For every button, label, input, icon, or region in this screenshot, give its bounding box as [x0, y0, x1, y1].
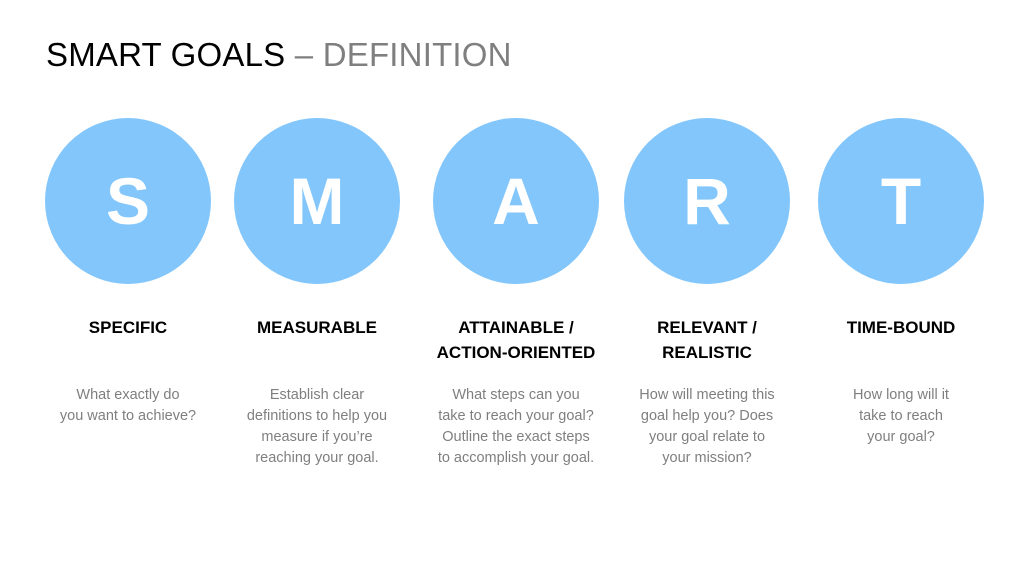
description-line: reaching your goal. — [255, 450, 379, 466]
description-line: your mission? — [662, 450, 752, 466]
goal-label: RELEVANT / REALISTIC — [615, 315, 799, 365]
description-line: goal help you? Does — [640, 408, 774, 424]
goal-description: How will meeting this goal help you? Doe… — [615, 385, 799, 469]
letter-circle-r: R — [624, 118, 790, 284]
circle-letter: M — [289, 164, 345, 238]
title-separator: – — [294, 36, 314, 73]
circle-letter: T — [880, 164, 922, 238]
smart-column-time-bound: T TIME-BOUND How long will it take to re… — [809, 118, 993, 448]
title-main: SMART GOALS — [46, 36, 286, 73]
description-line: your goal? — [867, 429, 935, 445]
letter-circle-t: T — [818, 118, 984, 284]
description-line: Outline the exact steps — [442, 429, 590, 445]
goal-description: What exactly do you want to achieve? — [36, 385, 220, 427]
label-line: MEASURABLE — [257, 318, 377, 337]
smart-column-attainable: A ATTAINABLE / ACTION-ORIENTED What step… — [424, 118, 608, 469]
goal-label: SPECIFIC — [36, 315, 220, 365]
description-line: take to reach your goal? — [438, 408, 594, 424]
description-line: What steps can you — [452, 387, 580, 403]
label-line: SPECIFIC — [88, 318, 168, 337]
circle-letter: S — [105, 164, 151, 238]
description-line: definitions to help you — [246, 408, 388, 424]
letter-circle-s: S — [45, 118, 211, 284]
goal-label: TIME-BOUND — [809, 315, 993, 365]
description-line: to accomplish your goal. — [437, 450, 595, 466]
goal-label: ATTAINABLE / ACTION-ORIENTED — [424, 315, 608, 365]
description-line: you want to achieve? — [59, 408, 197, 424]
title-subtitle: DEFINITION — [322, 36, 512, 73]
circle-letter: A — [492, 164, 540, 238]
label-line: TIME-BOUND — [846, 318, 956, 337]
goal-description: What steps can you take to reach your go… — [424, 385, 608, 469]
description-line: your goal relate to — [648, 429, 766, 445]
letter-circle-a: A — [433, 118, 599, 284]
letter-circle-m: M — [234, 118, 400, 284]
smart-column-specific: S SPECIFIC What exactly do you want to a… — [36, 118, 220, 427]
label-line: RELEVANT / — [657, 318, 757, 337]
goal-description: How long will it take to reach your goal… — [809, 385, 993, 448]
description-line: measure if you’re — [261, 429, 373, 445]
smart-column-relevant: R RELEVANT / REALISTIC How will meeting … — [615, 118, 799, 469]
label-line: ATTAINABLE / — [458, 318, 574, 337]
label-line: REALISTIC — [662, 343, 752, 362]
description-line: Establish clear — [269, 387, 365, 403]
description-line: What exactly do — [76, 387, 180, 403]
description-line: How will meeting this — [639, 387, 775, 403]
description-line: take to reach — [859, 408, 943, 424]
label-line: ACTION-ORIENTED — [436, 343, 596, 362]
goal-description: Establish clear definitions to help you … — [225, 385, 409, 469]
goal-label: MEASURABLE — [225, 315, 409, 365]
page-title: SMART GOALS – DEFINITION — [46, 36, 512, 74]
smart-column-measurable: M MEASURABLE Establish clear definitions… — [225, 118, 409, 469]
description-line: How long will it — [853, 387, 949, 403]
circle-letter: R — [683, 164, 731, 238]
